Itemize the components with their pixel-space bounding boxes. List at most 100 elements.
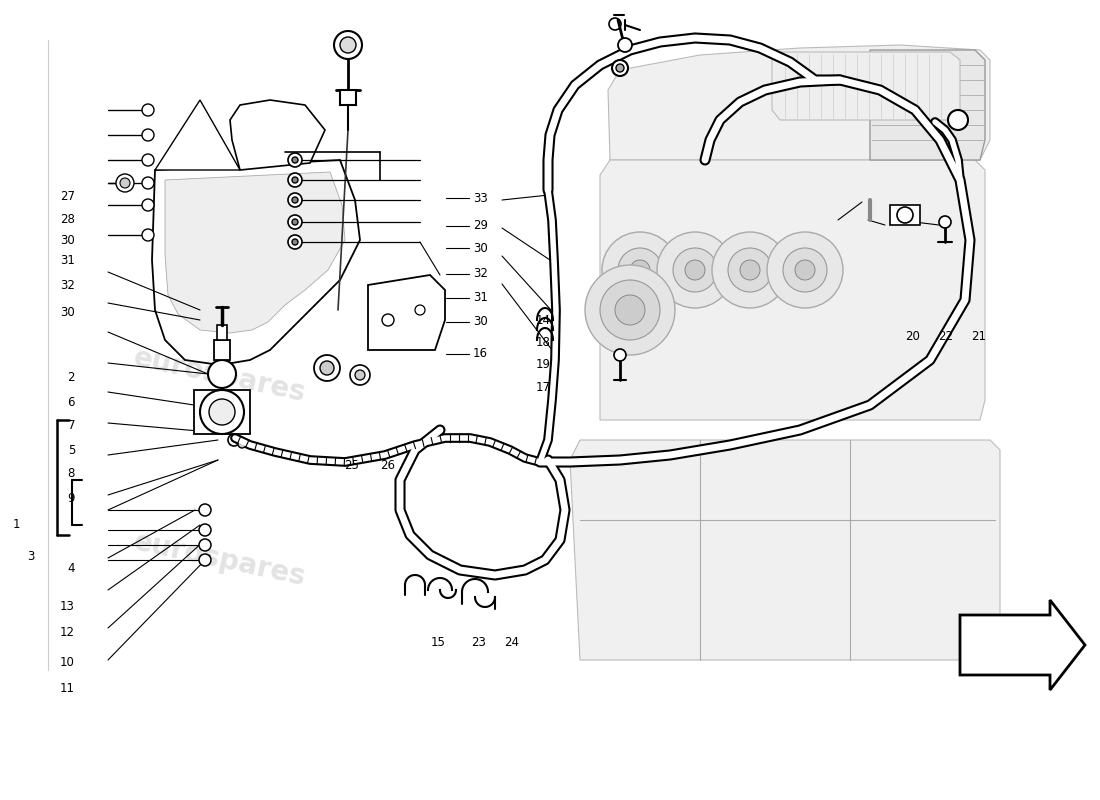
Polygon shape	[870, 50, 984, 160]
Text: eurospares: eurospares	[131, 528, 309, 592]
Circle shape	[142, 229, 154, 241]
Text: 31: 31	[60, 254, 75, 267]
Circle shape	[288, 153, 302, 167]
Circle shape	[199, 554, 211, 566]
Circle shape	[142, 177, 154, 189]
Text: 23: 23	[471, 636, 486, 649]
Bar	[214, 340, 230, 360]
Bar	[217, 325, 227, 340]
Polygon shape	[772, 52, 960, 120]
Circle shape	[288, 173, 302, 187]
Circle shape	[314, 355, 340, 381]
Circle shape	[292, 219, 298, 225]
Text: 15: 15	[430, 636, 446, 649]
Circle shape	[214, 366, 230, 382]
Text: 5: 5	[67, 444, 75, 457]
Circle shape	[728, 248, 772, 292]
Bar	[194, 390, 250, 434]
Circle shape	[350, 365, 370, 385]
Polygon shape	[155, 100, 240, 170]
Circle shape	[614, 349, 626, 361]
Circle shape	[415, 305, 425, 315]
Circle shape	[630, 260, 650, 280]
Text: 28: 28	[60, 213, 75, 226]
Polygon shape	[600, 160, 984, 420]
Circle shape	[334, 31, 362, 59]
Circle shape	[355, 370, 365, 380]
Circle shape	[740, 260, 760, 280]
Text: 19: 19	[536, 358, 550, 371]
Text: 7: 7	[67, 419, 75, 432]
Circle shape	[208, 360, 236, 388]
Circle shape	[142, 199, 154, 211]
Text: 8: 8	[67, 467, 75, 480]
Text: 17: 17	[536, 381, 550, 394]
Text: 22: 22	[938, 330, 953, 342]
Text: 9: 9	[67, 492, 75, 505]
Polygon shape	[368, 275, 446, 350]
Circle shape	[896, 207, 913, 223]
Circle shape	[609, 18, 622, 30]
Circle shape	[288, 235, 302, 249]
Circle shape	[616, 64, 624, 72]
Polygon shape	[152, 160, 360, 365]
Text: 11: 11	[60, 682, 75, 694]
Circle shape	[685, 260, 705, 280]
Text: 18: 18	[536, 336, 550, 349]
Text: 27: 27	[60, 190, 75, 202]
Circle shape	[585, 265, 675, 355]
Circle shape	[120, 178, 130, 188]
Circle shape	[382, 314, 394, 326]
Text: 24: 24	[504, 636, 519, 649]
Circle shape	[618, 38, 632, 52]
Text: 33: 33	[473, 192, 487, 205]
Circle shape	[795, 260, 815, 280]
Text: 16: 16	[473, 347, 487, 360]
Text: 4: 4	[67, 562, 75, 574]
Text: 6: 6	[67, 396, 75, 409]
Text: 1: 1	[12, 518, 20, 530]
Text: 12: 12	[60, 626, 75, 638]
Text: 10: 10	[60, 656, 75, 669]
Circle shape	[615, 295, 645, 325]
Text: eurospares: eurospares	[626, 344, 804, 408]
Circle shape	[199, 504, 211, 516]
Circle shape	[142, 154, 154, 166]
Text: 2: 2	[67, 371, 75, 384]
Circle shape	[209, 399, 235, 425]
Circle shape	[712, 232, 788, 308]
Text: eurospares: eurospares	[626, 544, 804, 608]
Circle shape	[116, 174, 134, 192]
Polygon shape	[960, 600, 1085, 690]
Circle shape	[939, 216, 952, 228]
Circle shape	[948, 110, 968, 130]
Text: 26: 26	[379, 459, 395, 472]
Text: eurospares: eurospares	[131, 344, 309, 408]
Circle shape	[228, 434, 240, 446]
Circle shape	[199, 524, 211, 536]
Text: 29: 29	[473, 219, 487, 232]
Circle shape	[292, 239, 298, 245]
Circle shape	[320, 361, 334, 375]
Circle shape	[142, 104, 154, 116]
Text: 30: 30	[473, 315, 487, 328]
Circle shape	[292, 177, 298, 183]
Circle shape	[600, 280, 660, 340]
Text: 32: 32	[60, 279, 75, 292]
Text: 30: 30	[473, 242, 487, 254]
Polygon shape	[570, 440, 1000, 660]
Circle shape	[200, 390, 244, 434]
Text: 20: 20	[905, 330, 920, 342]
Text: 30: 30	[60, 234, 75, 246]
Text: 32: 32	[473, 267, 487, 280]
Circle shape	[783, 248, 827, 292]
Circle shape	[612, 60, 628, 76]
Text: 14: 14	[536, 314, 550, 326]
Circle shape	[602, 232, 678, 308]
Circle shape	[142, 129, 154, 141]
Circle shape	[288, 193, 302, 207]
Circle shape	[238, 440, 246, 448]
Circle shape	[292, 197, 298, 203]
Polygon shape	[230, 100, 324, 170]
Text: 13: 13	[60, 600, 75, 613]
